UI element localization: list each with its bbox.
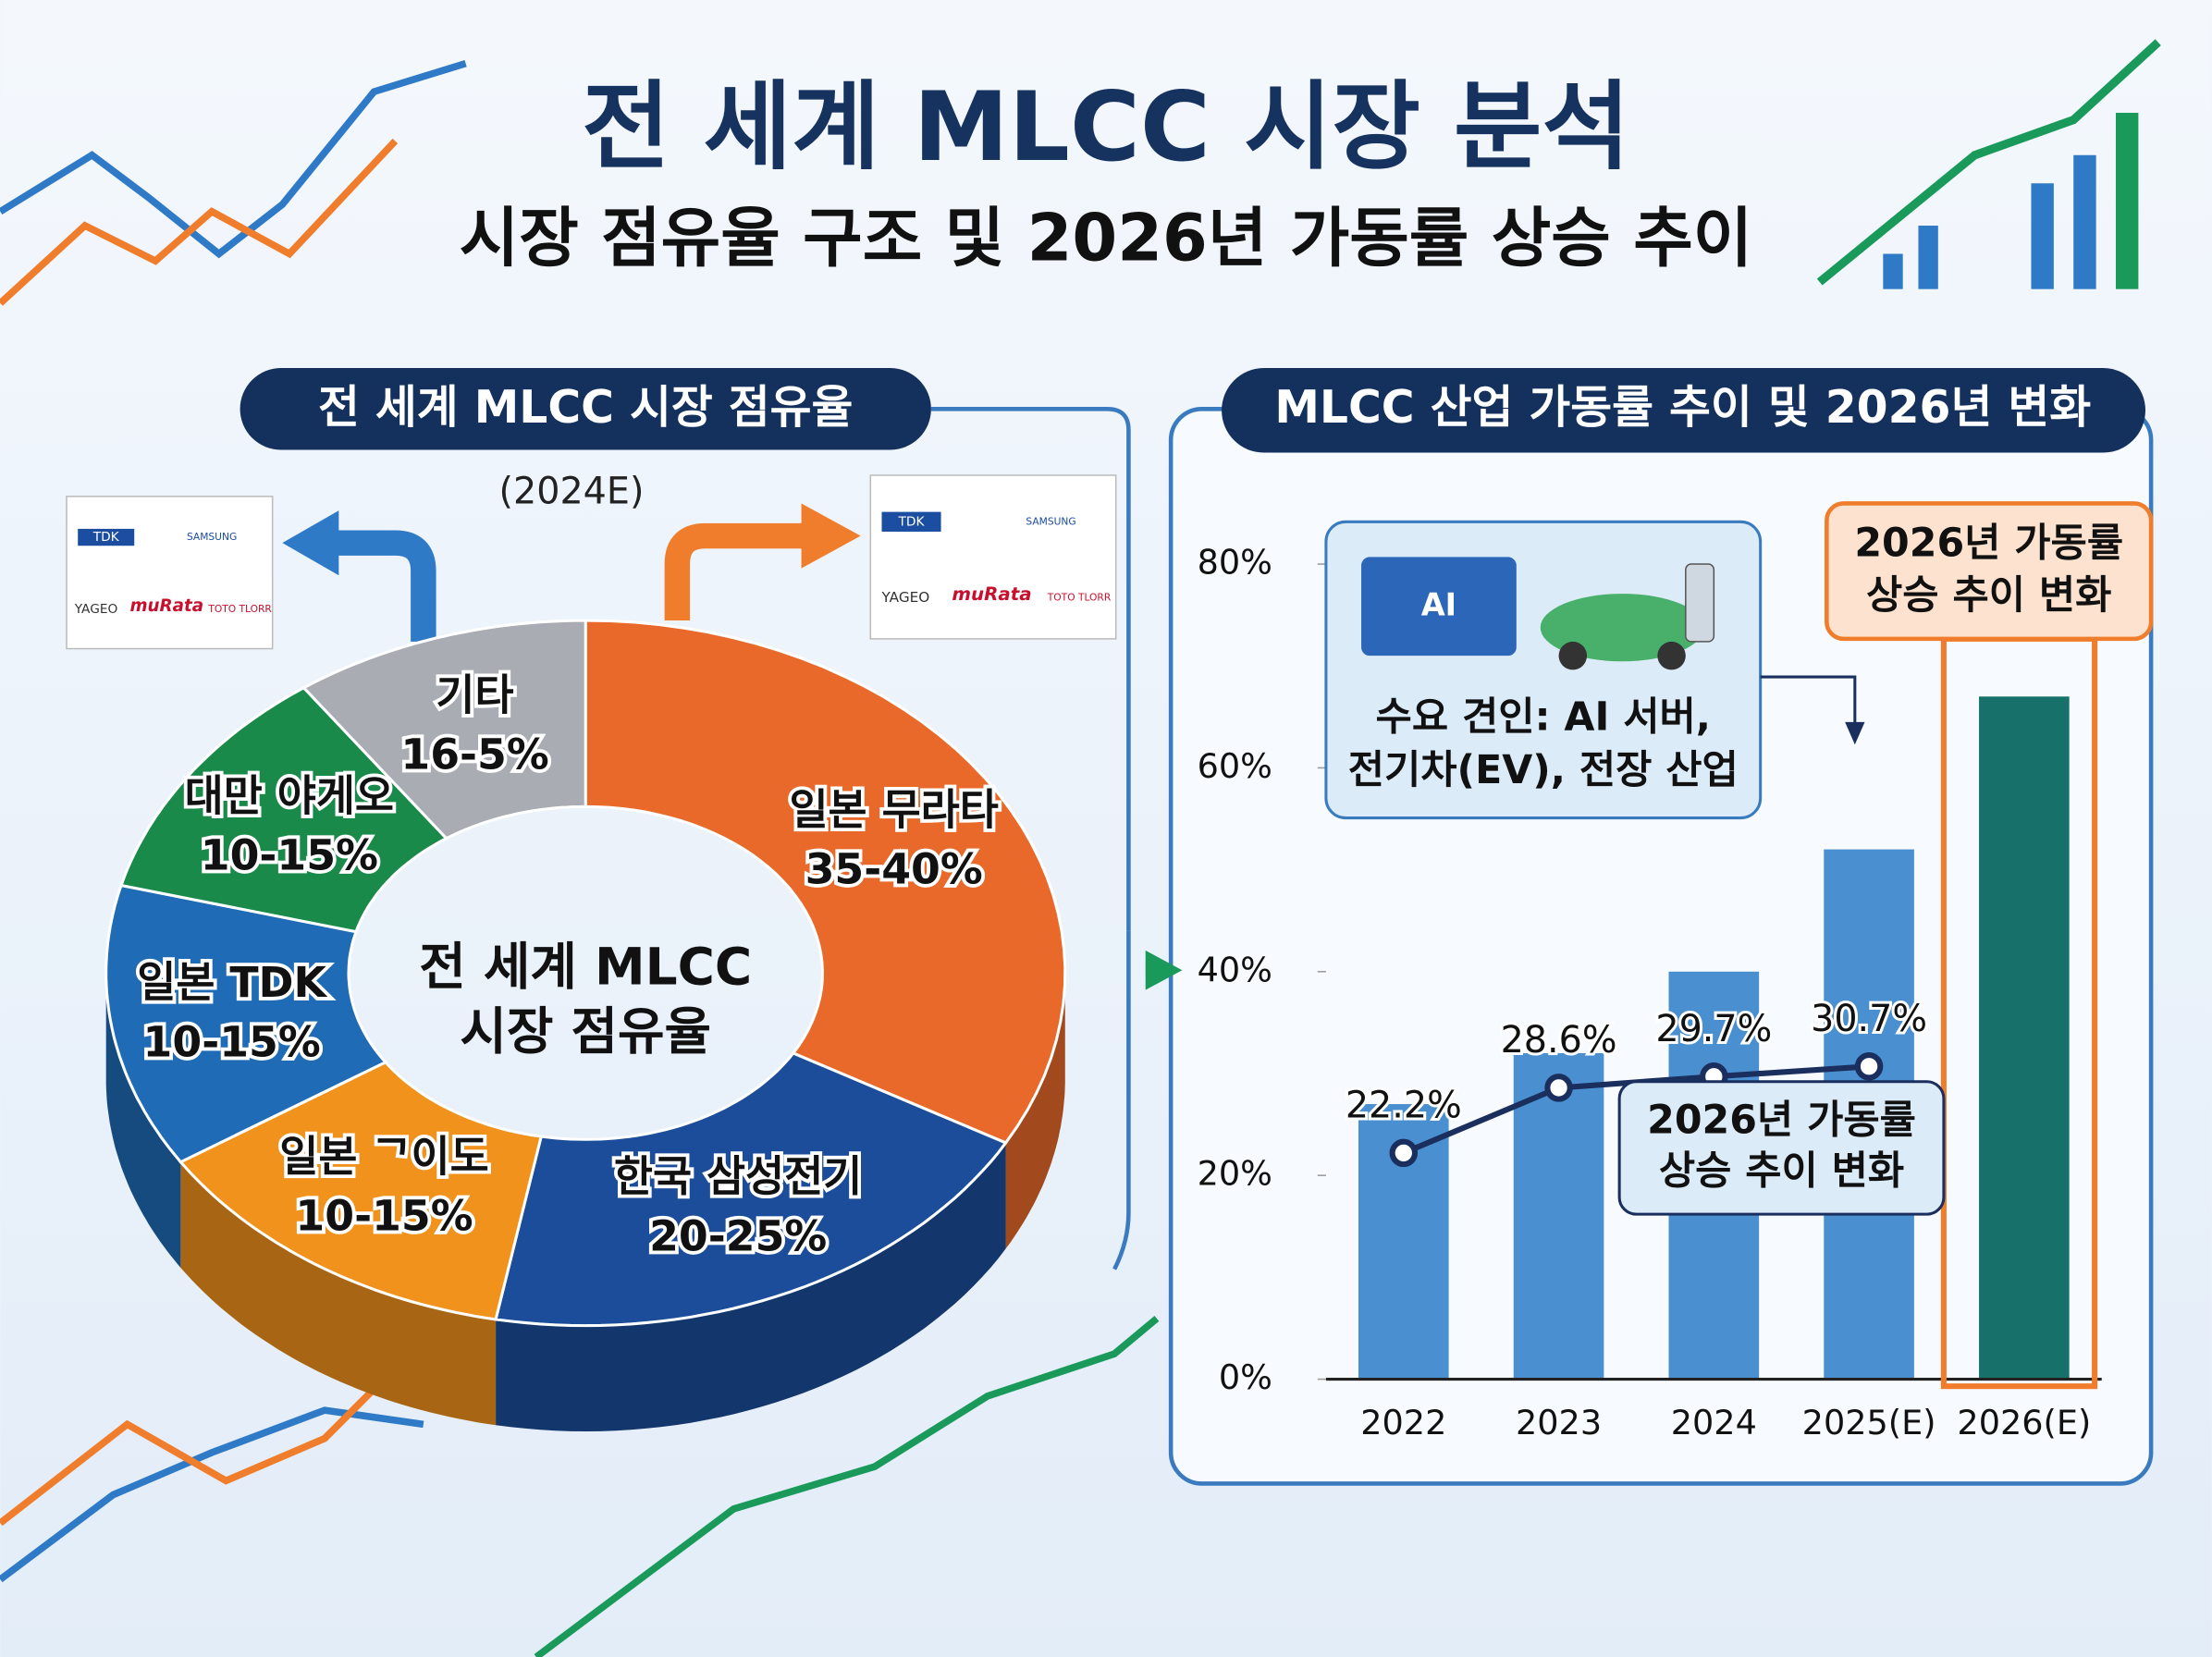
line-point — [1854, 1052, 1884, 1081]
segment-label: 20-25% — [649, 1211, 827, 1260]
bar — [1979, 696, 2070, 1380]
title-pill — [240, 368, 931, 450]
panel-frame — [1112, 930, 1131, 1270]
bar — [1513, 1052, 1604, 1380]
note-text: 상승 추이 변화 — [1659, 1148, 1904, 1194]
segment-name: 대만 야게오 — [185, 772, 394, 821]
logo: YAGEO — [881, 589, 930, 606]
segment-label: 16-5% — [400, 730, 548, 779]
segment-name: 일본 ᄀ이도 — [279, 1132, 488, 1181]
page-subtitle: 시장 점유율 구조 및 2026년 가동률 상승 추이 — [460, 200, 1753, 276]
data-label: 30.7% — [1811, 998, 1927, 1040]
donut-side — [1005, 973, 1065, 1249]
title-pill — [1222, 368, 2146, 453]
pie-subtitle: (2024E) — [499, 470, 645, 512]
deco-line — [0, 59, 467, 259]
center-label: 전 세계 MLCC — [419, 937, 752, 996]
y-tick-label: 0% — [1219, 1357, 1272, 1397]
deco-arrow — [331, 530, 436, 642]
logo: TOTO TLORR — [207, 603, 272, 615]
y-tick-label: 20% — [1198, 1154, 1272, 1194]
data-label: 28.6% — [1501, 1019, 1617, 1062]
svg-text:AI: AI — [1421, 586, 1456, 622]
logo: TDK — [92, 530, 120, 545]
deco-arrow — [664, 522, 805, 621]
badge-text: 상승 추이 변화 — [1866, 572, 2111, 619]
bar-chart: 0% 20% 40% 60% 80% 2022 2023 2024 2025(E) 2026(E)… — [1198, 543, 2102, 1442]
deco-arrow — [801, 503, 861, 569]
segment-name: 일본 TDK — [137, 958, 327, 1007]
donut-side — [180, 1161, 497, 1426]
segment-label: 10-15% — [143, 1017, 321, 1066]
logo: YAGEO — [74, 602, 118, 617]
data-label: 29.7% — [1655, 1008, 1772, 1050]
callout-pointer — [1760, 675, 1857, 734]
segment-label: 10-15% — [295, 1191, 473, 1240]
logo: TDK — [898, 514, 926, 529]
x-tick-label: 2026(E) — [1957, 1403, 2091, 1442]
y-tick-label: 40% — [1198, 950, 1272, 989]
logo: TOTO TLORR — [1047, 592, 1112, 604]
line-point — [1389, 1138, 1419, 1168]
segment-name: 기타 — [436, 670, 513, 719]
deco-line — [1816, 39, 2161, 286]
logo-box: TDK SAMSUNG YAGEO muRata TOTO TLORR — [869, 474, 1117, 640]
segment-label: 10-15% — [201, 831, 378, 880]
x-tick-label: 2024 — [1671, 1403, 1757, 1442]
callout-text: 전기차(EV), 전장 산업 — [1348, 747, 1739, 793]
x-tick-label: 2023 — [1516, 1403, 1602, 1442]
center-label: 시장 점유율 — [460, 1002, 711, 1062]
y-tick-label: 80% — [1198, 543, 1272, 583]
logo: SAMSUNG — [187, 531, 237, 543]
logo-box: TDK SAMSUNG YAGEO muRata TOTO TLORR — [66, 496, 274, 650]
pie-title: 전 세계 MLCC 시장 점유율 — [318, 381, 853, 434]
donut-chart: 일본 무라타 35-40% 한국 삼성전기 20-25% 일본 ᄀ이도 10-15% 일본 … — [104, 619, 1067, 1431]
note-text: 2026년 가동률 — [1647, 1097, 1916, 1143]
donut-segment — [301, 619, 587, 841]
deco-line — [0, 1365, 399, 1527]
callout-pointer — [1845, 721, 1865, 745]
donut-side — [496, 1142, 1006, 1431]
logo: muRata — [129, 596, 203, 616]
deco-arrow — [1145, 950, 1183, 990]
data-label: 22.2% — [1346, 1085, 1462, 1127]
y-tick-label: 60% — [1198, 746, 1272, 786]
deco-arrow — [282, 510, 339, 576]
deco-line — [534, 1316, 1160, 1657]
deco-bars — [1883, 113, 2139, 289]
segment-name: 일본 무라타 — [789, 785, 998, 834]
badge-text: 2026년 가동률 — [1854, 521, 2123, 567]
note — [1617, 1080, 1946, 1216]
donut-side — [105, 973, 181, 1269]
panel-frame — [930, 406, 1131, 931]
logo: muRata — [952, 583, 1031, 605]
line-point — [1544, 1074, 1573, 1102]
logo: SAMSUNG — [1026, 515, 1075, 527]
callout-text: 수요 견인: AI 서버, — [1376, 693, 1711, 740]
segment-name: 한국 삼성전기 — [614, 1152, 862, 1201]
deco-line — [0, 1406, 424, 1583]
page-title: 전 세계 MLCC 시장 분석 — [582, 72, 1630, 183]
callout: AI 수요 견인: AI 서버, 전기차(EV), 전장 산업 — [1324, 520, 1763, 820]
x-tick-label: 2022 — [1360, 1403, 1446, 1442]
deco-line — [0, 138, 399, 306]
segment-label: 35-40% — [805, 845, 983, 894]
bar-title: MLCC 산업 가동률 추이 및 2026년 변화 — [1274, 381, 2091, 434]
x-tick-label: 2025(E) — [1802, 1403, 1936, 1442]
badge — [1825, 501, 2154, 642]
